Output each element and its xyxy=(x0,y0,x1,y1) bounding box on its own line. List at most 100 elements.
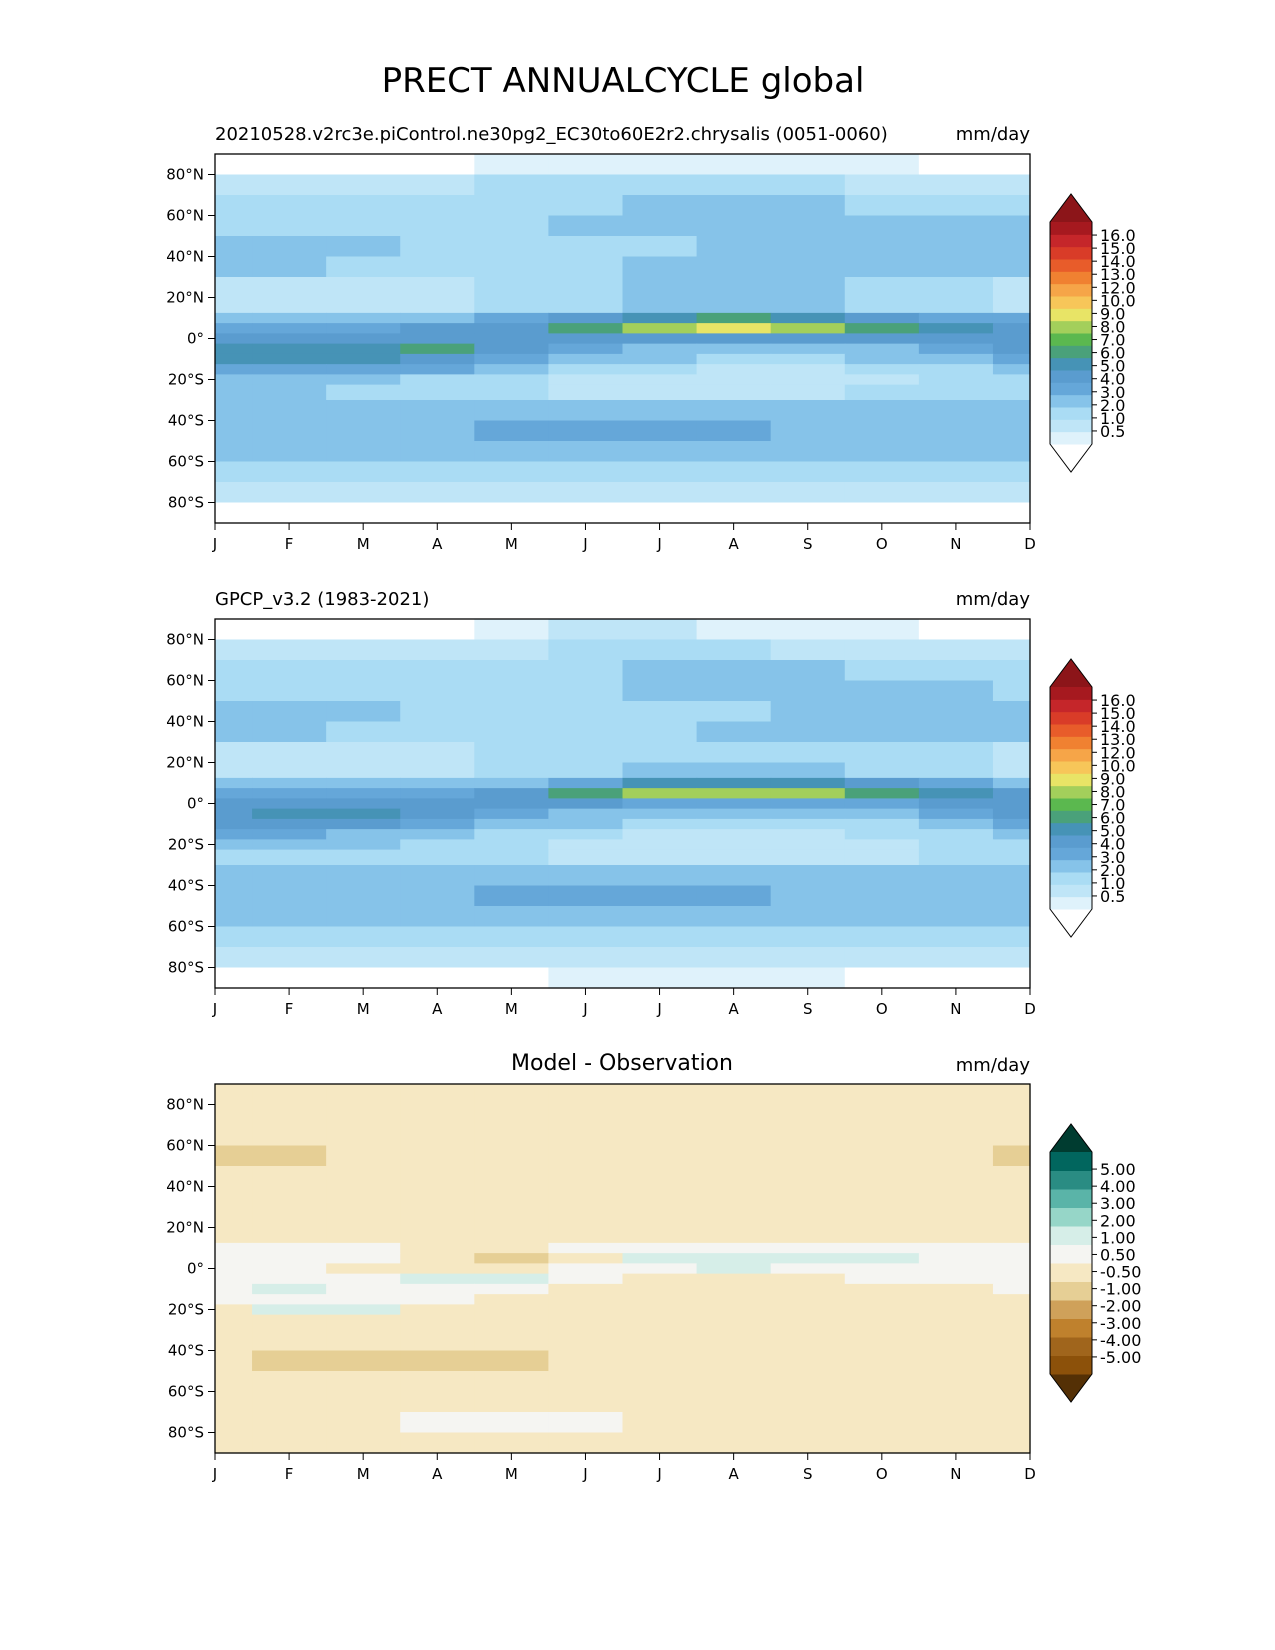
heatmap-cell xyxy=(548,297,624,314)
heatmap-cell xyxy=(622,1253,698,1264)
heatmap-cell xyxy=(326,1314,401,1331)
colorbar-tick-label: 3.00 xyxy=(1100,1194,1136,1213)
heatmap-cell xyxy=(326,277,401,299)
heatmap-cell xyxy=(326,967,401,989)
heatmap-cell xyxy=(326,1166,401,1188)
heatmap-cell xyxy=(770,1283,846,1295)
heatmap-cell xyxy=(215,1273,253,1285)
panel-model-units: mm/day xyxy=(956,124,1031,145)
y-tick-label: 20°N xyxy=(166,754,204,772)
heatmap-cell xyxy=(548,1273,624,1285)
heatmap-cell xyxy=(696,885,772,907)
panel-model: 20210528.v2rc3e.piControl.ne30pg2_EC30to… xyxy=(166,124,1135,553)
heatmap-cell xyxy=(215,1391,253,1413)
heatmap-cell xyxy=(770,906,846,928)
heatmap-cell xyxy=(844,1166,920,1188)
heatmap-cell xyxy=(400,297,475,314)
heatmap-cell xyxy=(252,1186,327,1208)
y-tick-label: 20°N xyxy=(166,1219,204,1237)
heatmap-cell xyxy=(326,1350,401,1372)
heatmap-cell xyxy=(918,323,994,334)
heatmap-cell xyxy=(696,926,772,948)
heatmap-cell xyxy=(400,721,475,743)
heatmap-cell xyxy=(918,420,994,442)
y-tick-label: 80°N xyxy=(166,1096,204,1114)
heatmap-cell xyxy=(992,1273,1031,1285)
heatmap-cell xyxy=(400,619,475,641)
heatmap-cell xyxy=(215,343,253,355)
heatmap-cell xyxy=(696,701,772,723)
heatmap-cell xyxy=(215,1253,253,1264)
heatmap-cell xyxy=(548,502,624,524)
heatmap-cell xyxy=(844,1330,920,1352)
colorbar-segment xyxy=(1050,884,1092,898)
heatmap-cell xyxy=(770,461,846,483)
heatmap-cell xyxy=(844,1253,920,1264)
heatmap-cell xyxy=(400,1145,475,1167)
heatmap-cell xyxy=(474,1330,550,1352)
colorbar-segment xyxy=(1050,736,1092,750)
heatmap-cell xyxy=(252,829,327,840)
heatmap-cell xyxy=(548,1207,624,1229)
heatmap-cell xyxy=(696,297,772,314)
heatmap-cell xyxy=(215,1283,253,1295)
panel-diff: Model - Observation mm/day 80°N 60°N 40°N 2… xyxy=(166,1051,1141,1483)
heatmap-cell xyxy=(326,1304,401,1316)
heatmap-cell xyxy=(622,384,698,401)
heatmap-cell xyxy=(400,256,475,278)
heatmap-cell xyxy=(474,420,550,442)
heatmap-cell xyxy=(474,619,550,641)
colorbar-segment xyxy=(1050,357,1092,371)
x-tick-label: J xyxy=(212,1000,217,1018)
heatmap-cell xyxy=(326,701,401,723)
y-tick-label: 20°S xyxy=(168,836,204,854)
heatmap-cell xyxy=(474,1227,550,1244)
heatmap-cell xyxy=(918,829,994,840)
heatmap-cell xyxy=(622,1084,698,1106)
heatmap-cell xyxy=(918,1391,994,1413)
y-tick-label: 40°N xyxy=(166,1178,204,1196)
heatmap-cell xyxy=(844,1104,920,1126)
heatmap-cell xyxy=(696,818,772,830)
heatmap-cell xyxy=(992,1350,1031,1372)
heatmap-cell xyxy=(326,374,401,386)
heatmap-cell xyxy=(992,400,1031,422)
colorbar-segment xyxy=(1050,345,1092,359)
heatmap-cell xyxy=(992,1294,1031,1305)
heatmap-cell xyxy=(400,865,475,887)
heatmap-cell xyxy=(474,1350,550,1372)
colorbar-tick-label: 10.0 xyxy=(1100,756,1136,775)
heatmap-cell xyxy=(474,364,550,375)
heatmap-cell xyxy=(918,343,994,355)
heatmap-cell xyxy=(844,1391,920,1413)
heatmap-cell xyxy=(326,1330,401,1352)
heatmap-cell xyxy=(326,619,401,641)
colorbar-segment xyxy=(1050,1226,1092,1245)
heatmap-cell xyxy=(548,236,624,258)
x-tick-label: S xyxy=(803,1465,813,1483)
heatmap-cell xyxy=(326,297,401,314)
heatmap-cell xyxy=(326,1371,401,1393)
heatmap-cell xyxy=(696,967,772,989)
heatmap-cell xyxy=(770,333,846,345)
heatmap-cell xyxy=(844,1145,920,1167)
heatmap-cell xyxy=(918,1412,994,1434)
heatmap-cell xyxy=(992,353,1031,365)
heatmap-cell xyxy=(474,1104,550,1126)
heatmap-cell xyxy=(622,1391,698,1413)
x-tick-label: F xyxy=(285,1465,294,1483)
panel-obs-title: GPCP_v3.2 (1983-2021) xyxy=(215,589,429,610)
heatmap-cell xyxy=(215,639,253,661)
heatmap-cell xyxy=(400,174,475,196)
heatmap-cell xyxy=(215,174,253,196)
heatmap-cell xyxy=(252,798,327,810)
heatmap-cell xyxy=(215,865,253,887)
x-tick-label: D xyxy=(1024,1000,1036,1018)
heatmap-cell xyxy=(400,1432,475,1454)
heatmap-cell xyxy=(252,808,327,820)
heatmap-cell xyxy=(622,808,698,820)
heatmap-cell xyxy=(696,762,772,779)
heatmap-cell xyxy=(215,374,253,386)
heatmap-cell xyxy=(696,1166,772,1188)
heatmap-cell xyxy=(548,701,624,723)
